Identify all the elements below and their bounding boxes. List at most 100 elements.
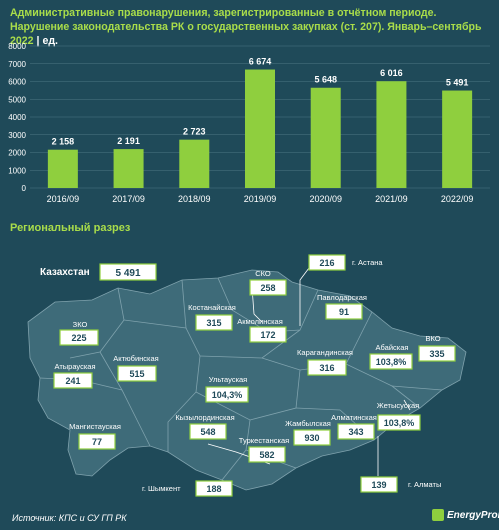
region-value-box-zhambyl [293,429,331,446]
region-value-akmola: 172 [260,330,275,340]
region-value-shymkent: 188 [206,484,221,494]
region-value-zhetysu: 103,8% [384,418,415,428]
border-line [391,385,443,391]
region-name-zhetysu: Жетысуская [377,401,419,410]
map-marks: СКО 258 г. Астана 216 Костанайская 315 Акмолин… [40,254,456,497]
bar [47,149,78,188]
x-tick-label: 2016/09 [47,194,80,204]
region-value-almaty_reg: 343 [348,427,363,437]
region-value-box-atyrau [53,372,93,389]
region-name-turkestan: Туркестанская [239,436,289,445]
bar [310,87,341,188]
bar [179,139,210,188]
region-name-kyzylorda: Кызылординская [175,413,234,422]
region-name-almaty: г. Алматы [408,480,441,489]
region-name-karaganda: Карагандинская [297,348,353,357]
border-line [167,279,201,452]
x-tick-label: 2022/09 [441,194,474,204]
region-value-atyrau: 241 [65,376,80,386]
region-name-zko: ЗКО [73,320,88,329]
region-value-box-aktobe [117,365,157,382]
bar [442,90,473,188]
region-value-box-almaty [360,476,398,493]
brand-logo-icon [432,509,444,521]
region-value-box-ulytau [205,386,249,403]
x-tick-label: 2017/09 [112,194,145,204]
region-name-astana: г. Астана [352,258,383,267]
border-line [69,287,125,359]
y-tick-label: 1000 [8,166,26,175]
region-value-aktobe: 515 [129,369,144,379]
region-value-box-abai [369,353,413,370]
bar-value-label: 2 723 [183,127,206,137]
region-value-box-zko [59,329,99,346]
y-tick-label: 7000 [8,60,26,69]
x-tick-label: 2020/09 [309,194,342,204]
y-tick-label: 5000 [8,95,26,104]
leader-line [403,399,411,411]
region-name-mangystau: Мангистауская [69,422,121,431]
total-value-box [99,263,157,281]
region-value-box-astana [308,254,346,271]
region-name-pavlodar: Павлодарская [317,293,367,302]
unit-label: | ед. [36,35,58,47]
region-value-karaganda: 316 [319,363,334,373]
y-tick-label: 2000 [8,149,26,158]
region-name-shymkent: г. Шымкент [142,484,181,493]
bar-value-label: 5 648 [314,75,337,85]
brand-logo: EnergyProm [432,509,499,521]
chart-title-text: Административные правонарушения, зарегис… [10,7,482,47]
region-value-box-karaganda [307,359,347,376]
region-name-ulytau: Ультауская [209,375,248,384]
region-value-box-vko [418,345,456,362]
y-tick-label: 6000 [8,78,26,87]
region-name-sko: СКО [255,269,271,278]
region-value-box-mangystau [78,433,116,450]
region-value-box-almaty_reg [337,423,375,440]
bar-value-label: 6 016 [380,68,403,78]
region-value-zko: 225 [71,333,86,343]
source-note: Источник: КПС и СУ ГП РК [12,513,127,523]
bar [113,149,144,188]
region-value-turkestan: 582 [259,450,274,460]
bar-chart: 0 1000 2000 3000 4000 5000 6000 7000 8000 2 158 20… [8,42,490,204]
region-value-mangystau: 77 [92,437,102,447]
leader-line [299,267,310,326]
total-value: 5 491 [115,268,140,279]
y-tick-label: 0 [22,184,27,193]
border-line [195,369,301,421]
region-name-aktobe: Актюбинская [113,354,158,363]
region-value-box-kyzylorda [189,423,227,440]
region-value-box-shymkent [195,480,233,497]
region-value-abai: 103,8% [376,357,407,367]
region-value-sko: 258 [260,283,275,293]
bar-value-label: 2 158 [52,137,75,147]
region-value-box-sko [249,279,287,296]
region-name-akmola: Акмолинская [237,317,283,326]
region-value-box-akmola [249,326,287,343]
region-value-ulytau: 104,3% [212,390,243,400]
region-name-kostanay: Костанайская [188,303,236,312]
x-tick-label: 2019/09 [244,194,277,204]
region-name-abai: Абайская [376,343,409,352]
section-title: Региональный разрез [10,222,131,234]
region-value-kyzylorda: 548 [200,427,215,437]
chart-title: Административные правонарушения, зарегис… [10,6,492,48]
brand-logo-text: EnergyProm [447,509,499,521]
region-value-box-turkestan [248,446,286,463]
bar-value-label: 6 674 [249,57,272,67]
bar [245,69,275,188]
region-value-box-kostanay [195,314,233,331]
region-map: СКО 258 г. Астана 216 Костанайская 315 Акмолин… [27,254,467,497]
region-value-box-zhetysu [377,414,421,431]
region-value-zhambyl: 930 [304,433,319,443]
region-value-astana: 216 [319,258,334,268]
region-name-almaty_reg: Алматинская [331,413,377,422]
region-value-vko: 335 [429,349,444,359]
x-tick-label: 2021/09 [375,194,408,204]
total-name: Казахстан [40,267,90,278]
x-tick-label: 2018/09 [178,194,211,204]
bar-value-label: 2 191 [117,136,140,146]
region-name-zhambyl: Жамбылская [285,419,331,428]
region-value-box-pavlodar [325,303,363,320]
